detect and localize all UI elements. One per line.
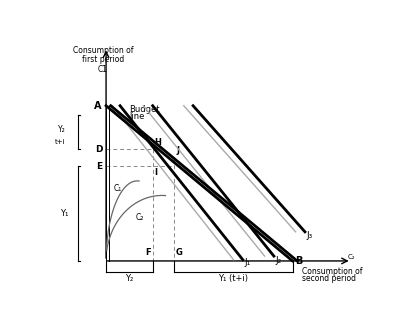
Text: F: F	[146, 248, 151, 257]
Text: C₁: C₁	[114, 184, 122, 193]
Text: E: E	[96, 162, 102, 171]
Text: I: I	[154, 168, 157, 177]
Text: H: H	[154, 138, 161, 147]
Text: J: J	[177, 146, 180, 155]
Text: Consumption of: Consumption of	[73, 46, 133, 55]
Text: Budget: Budget	[130, 105, 160, 114]
Text: J₃: J₃	[306, 231, 313, 240]
Text: Consumption of: Consumption of	[302, 267, 363, 276]
Text: first period: first period	[82, 55, 124, 65]
Text: Y₂: Y₂	[58, 125, 66, 135]
Text: J₁: J₁	[244, 258, 251, 267]
Text: line: line	[130, 112, 145, 122]
Text: C1: C1	[98, 65, 108, 74]
Text: G: G	[176, 248, 183, 257]
Text: C₂: C₂	[136, 213, 144, 222]
Text: D: D	[95, 145, 102, 154]
Text: second period: second period	[302, 274, 356, 283]
Text: B: B	[295, 256, 302, 266]
Text: J₂: J₂	[275, 256, 282, 265]
Text: A: A	[94, 101, 101, 111]
Text: Y₂: Y₂	[125, 274, 134, 283]
Text: Y₁ (t+i): Y₁ (t+i)	[219, 274, 249, 283]
Text: t+i: t+i	[55, 139, 66, 145]
Text: Y₁: Y₁	[61, 209, 69, 218]
Text: C₂: C₂	[348, 254, 355, 260]
